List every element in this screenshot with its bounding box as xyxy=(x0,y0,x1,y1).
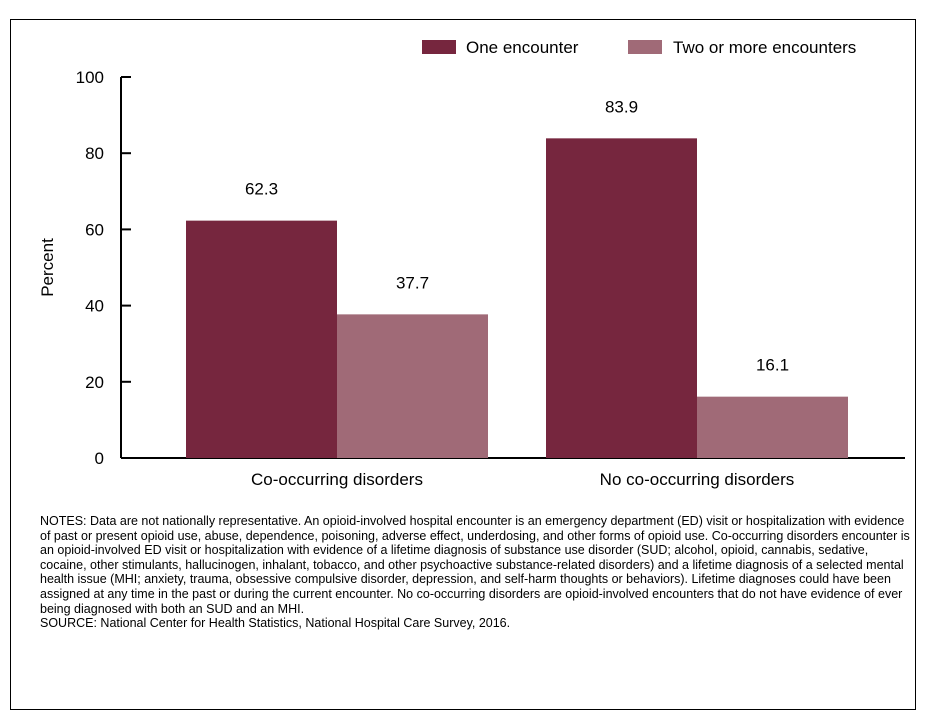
y-tick-label: 100 xyxy=(76,68,104,87)
bar-value-label: 16.1 xyxy=(756,356,789,375)
y-tick-label: 40 xyxy=(85,297,104,316)
notes-text: NOTES: Data are not nationally represent… xyxy=(40,514,910,616)
figure-frame xyxy=(10,19,916,710)
y-tick-label: 0 xyxy=(95,449,104,468)
legend-label-1: Two or more encounters xyxy=(673,38,856,57)
x-category-label: Co-occurring disorders xyxy=(251,470,423,489)
x-category-label: No co-occurring disorders xyxy=(600,470,795,489)
bar-one-encounter-0 xyxy=(186,220,337,458)
bar-one-encounter-1 xyxy=(546,138,697,458)
y-tick-label: 60 xyxy=(85,220,104,239)
figure-notes: NOTES: Data are not nationally represent… xyxy=(40,514,910,631)
bar-value-label: 62.3 xyxy=(245,180,278,199)
legend-label-0: One encounter xyxy=(466,38,579,57)
bar-chart: 0 20 40 60 80 100 Percent 62.3 37.7 Co-occurring … xyxy=(38,38,905,489)
bar-value-label: 83.9 xyxy=(605,97,638,116)
source-text: SOURCE: National Center for Health Stati… xyxy=(40,616,511,631)
bar-value-label: 37.7 xyxy=(396,273,429,292)
y-tick-label: 20 xyxy=(85,373,104,392)
legend-swatch-0 xyxy=(422,40,456,54)
y-tick-label: 80 xyxy=(85,144,104,163)
bar-two-or-more-0 xyxy=(337,314,488,458)
bar-two-or-more-1 xyxy=(697,396,848,458)
legend-swatch-1 xyxy=(628,40,662,54)
y-axis-title: Percent xyxy=(38,238,57,297)
